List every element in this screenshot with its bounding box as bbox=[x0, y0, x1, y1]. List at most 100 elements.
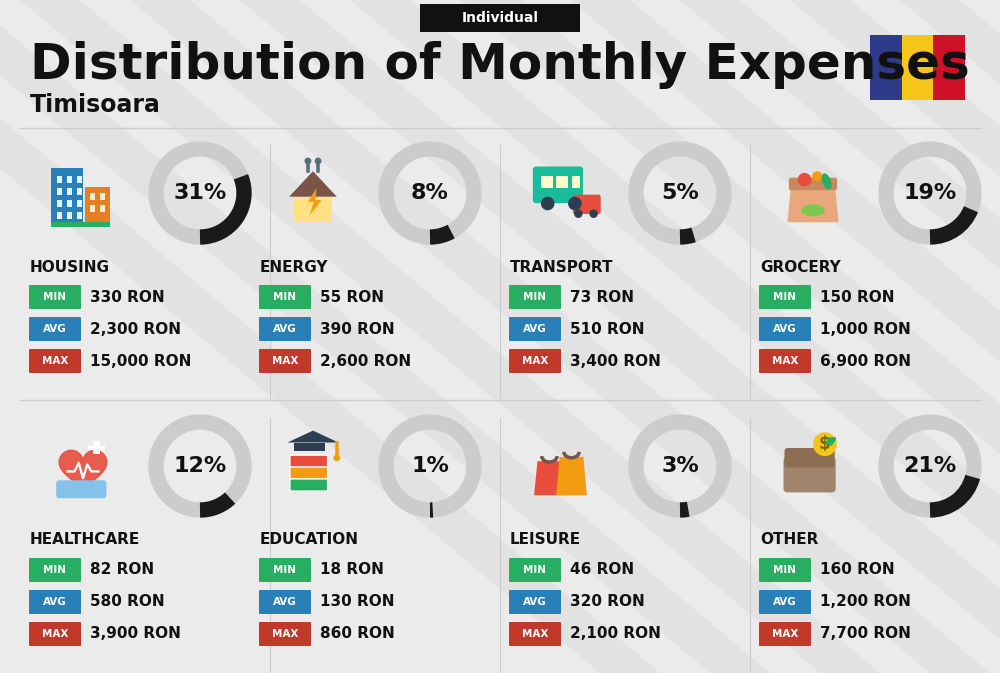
Text: 82 RON: 82 RON bbox=[90, 563, 154, 577]
Text: MAX: MAX bbox=[42, 356, 68, 366]
FancyBboxPatch shape bbox=[509, 317, 561, 341]
Ellipse shape bbox=[822, 173, 832, 190]
FancyBboxPatch shape bbox=[29, 558, 81, 582]
FancyBboxPatch shape bbox=[29, 622, 81, 646]
Text: 160 RON: 160 RON bbox=[820, 563, 895, 577]
Bar bbox=[57, 188, 62, 195]
Bar bbox=[541, 176, 553, 188]
Text: 2,100 RON: 2,100 RON bbox=[570, 627, 661, 641]
FancyBboxPatch shape bbox=[509, 590, 561, 614]
Text: Distribution of Monthly Expenses: Distribution of Monthly Expenses bbox=[30, 41, 970, 89]
Text: MAX: MAX bbox=[772, 629, 798, 639]
Ellipse shape bbox=[801, 205, 825, 216]
Text: 19%: 19% bbox=[903, 183, 957, 203]
FancyBboxPatch shape bbox=[259, 622, 311, 646]
Text: AVG: AVG bbox=[523, 324, 547, 334]
Text: MAX: MAX bbox=[772, 356, 798, 366]
Bar bbox=[77, 176, 82, 183]
Bar bbox=[67, 176, 72, 183]
FancyBboxPatch shape bbox=[29, 285, 81, 309]
Text: AVG: AVG bbox=[43, 324, 67, 334]
FancyBboxPatch shape bbox=[259, 285, 311, 309]
Text: MAX: MAX bbox=[272, 629, 298, 639]
Text: AVG: AVG bbox=[273, 597, 297, 607]
Bar bbox=[100, 205, 105, 212]
Text: MIN: MIN bbox=[774, 292, 796, 302]
FancyBboxPatch shape bbox=[789, 178, 837, 190]
Text: 55 RON: 55 RON bbox=[320, 289, 384, 304]
Text: 12%: 12% bbox=[173, 456, 227, 476]
Circle shape bbox=[798, 173, 811, 186]
Text: 860 RON: 860 RON bbox=[320, 627, 395, 641]
Bar bbox=[294, 197, 332, 222]
FancyBboxPatch shape bbox=[509, 285, 561, 309]
Text: 1,000 RON: 1,000 RON bbox=[820, 322, 911, 336]
Bar bbox=[77, 200, 82, 207]
FancyBboxPatch shape bbox=[759, 558, 811, 582]
Polygon shape bbox=[289, 171, 337, 197]
FancyBboxPatch shape bbox=[29, 317, 81, 341]
Text: 21%: 21% bbox=[903, 456, 957, 476]
FancyBboxPatch shape bbox=[759, 317, 811, 341]
FancyBboxPatch shape bbox=[290, 455, 328, 467]
Text: MAX: MAX bbox=[522, 629, 548, 639]
FancyBboxPatch shape bbox=[509, 558, 561, 582]
Text: GROCERY: GROCERY bbox=[760, 260, 841, 275]
Bar bbox=[85, 186, 110, 222]
Polygon shape bbox=[790, 0, 1000, 673]
FancyBboxPatch shape bbox=[56, 481, 106, 498]
Text: 7,700 RON: 7,700 RON bbox=[820, 627, 911, 641]
Bar bbox=[870, 35, 902, 100]
Bar bbox=[51, 222, 110, 227]
Bar bbox=[294, 443, 325, 451]
Text: 2,600 RON: 2,600 RON bbox=[320, 353, 411, 369]
Polygon shape bbox=[288, 431, 338, 443]
Polygon shape bbox=[0, 0, 770, 673]
Text: 18 RON: 18 RON bbox=[320, 563, 384, 577]
Circle shape bbox=[812, 171, 822, 182]
Text: HEALTHCARE: HEALTHCARE bbox=[30, 532, 140, 548]
Polygon shape bbox=[556, 457, 587, 495]
Text: EDUCATION: EDUCATION bbox=[260, 532, 359, 548]
Text: $: $ bbox=[819, 435, 831, 453]
Circle shape bbox=[589, 209, 598, 218]
Polygon shape bbox=[240, 0, 1000, 673]
Text: MIN: MIN bbox=[44, 565, 66, 575]
Text: 130 RON: 130 RON bbox=[320, 594, 394, 610]
Circle shape bbox=[813, 432, 837, 456]
Text: 1,200 RON: 1,200 RON bbox=[820, 594, 911, 610]
Bar bbox=[100, 193, 105, 200]
FancyBboxPatch shape bbox=[759, 622, 811, 646]
Text: 46 RON: 46 RON bbox=[570, 563, 634, 577]
FancyBboxPatch shape bbox=[259, 349, 311, 373]
Polygon shape bbox=[460, 0, 1000, 673]
Text: Timisoara: Timisoara bbox=[30, 93, 161, 117]
Text: 3%: 3% bbox=[661, 456, 699, 476]
Text: 510 RON: 510 RON bbox=[570, 322, 644, 336]
Text: MIN: MIN bbox=[524, 565, 546, 575]
Circle shape bbox=[574, 209, 583, 218]
Text: AVG: AVG bbox=[773, 597, 797, 607]
Polygon shape bbox=[534, 461, 565, 495]
FancyBboxPatch shape bbox=[259, 317, 311, 341]
Text: MIN: MIN bbox=[44, 292, 66, 302]
Text: 3,400 RON: 3,400 RON bbox=[570, 353, 661, 369]
FancyBboxPatch shape bbox=[420, 4, 580, 32]
FancyBboxPatch shape bbox=[784, 457, 836, 493]
Text: 6,900 RON: 6,900 RON bbox=[820, 353, 911, 369]
Text: MIN: MIN bbox=[274, 565, 296, 575]
Bar bbox=[67, 212, 72, 219]
Polygon shape bbox=[130, 0, 990, 673]
FancyBboxPatch shape bbox=[759, 285, 811, 309]
FancyBboxPatch shape bbox=[784, 448, 835, 468]
Text: HOUSING: HOUSING bbox=[30, 260, 110, 275]
Bar bbox=[902, 35, 933, 100]
Polygon shape bbox=[0, 0, 660, 673]
Bar bbox=[77, 212, 82, 219]
Text: Individual: Individual bbox=[462, 11, 538, 25]
Text: MIN: MIN bbox=[774, 565, 796, 575]
Text: MIN: MIN bbox=[274, 292, 296, 302]
Bar bbox=[88, 446, 105, 450]
Polygon shape bbox=[308, 188, 322, 215]
Bar bbox=[57, 200, 62, 207]
